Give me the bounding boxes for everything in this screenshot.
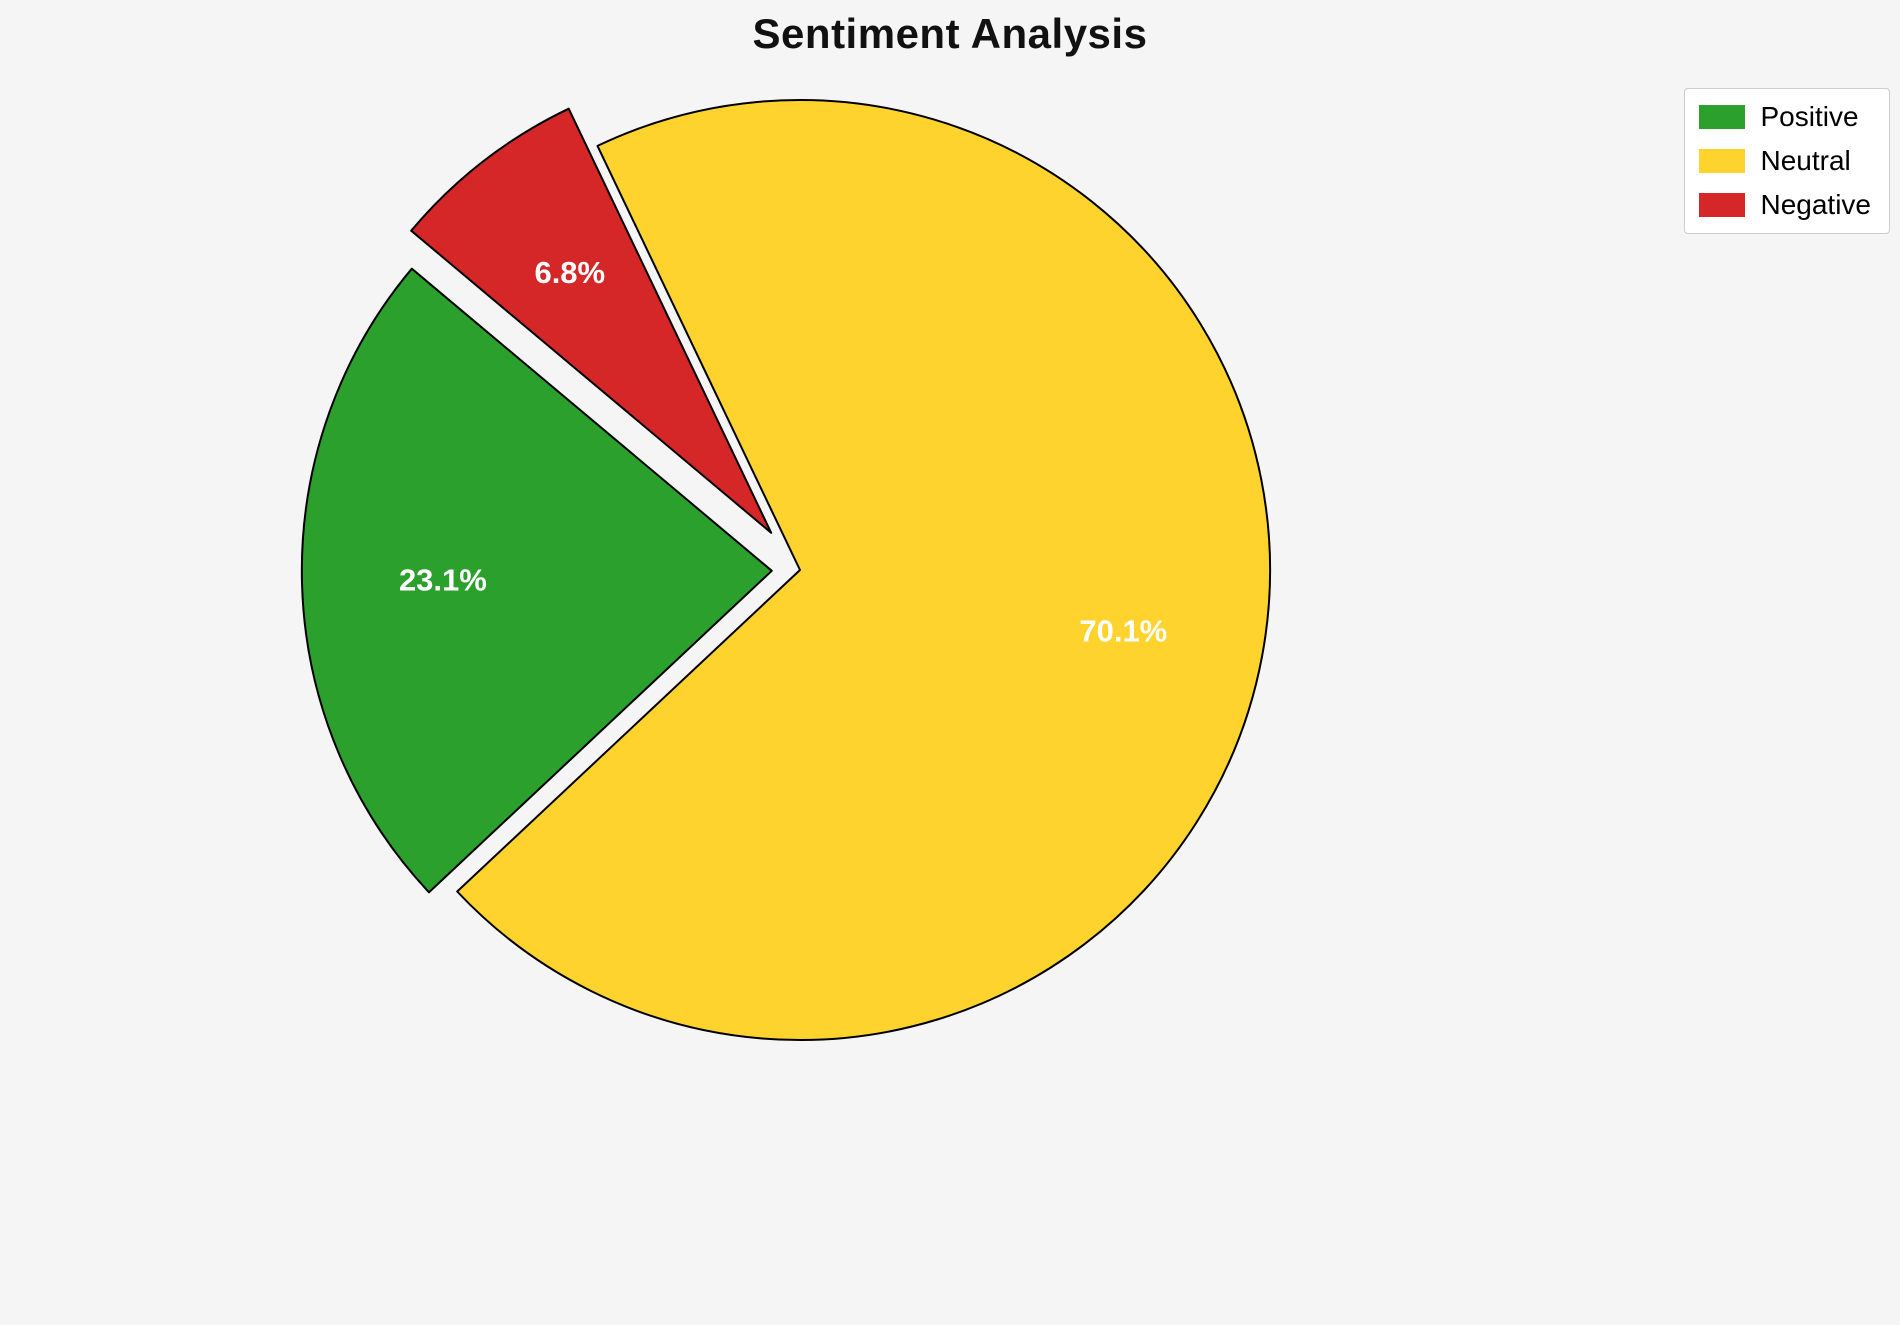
- legend-label-neutral: Neutral: [1760, 145, 1851, 176]
- pie-slice-positive: [300, 267, 773, 894]
- pct-label-positive: 23.1%: [399, 562, 487, 597]
- legend-label-positive: Positive: [1760, 101, 1859, 132]
- pie-slice-negative: [410, 107, 773, 534]
- legend-swatch-positive-icon: [1699, 105, 1746, 129]
- legend-item-negative: Negative: [1699, 189, 1871, 221]
- pie-slice-neutral: [456, 99, 1272, 1041]
- legend-label-negative: Negative: [1760, 189, 1871, 220]
- legend-swatch-negative-icon: [1699, 193, 1746, 217]
- legend-swatch-neutral-icon: [1699, 149, 1746, 173]
- legend-item-positive: Positive: [1699, 101, 1871, 133]
- legend-item-neutral: Neutral: [1699, 145, 1871, 177]
- pct-label-neutral: 70.1%: [1079, 613, 1167, 648]
- pct-label-negative: 6.8%: [534, 255, 605, 290]
- chart-title: Sentiment Analysis: [752, 10, 1148, 57]
- legend: Positive Neutral Negative: [1684, 88, 1890, 234]
